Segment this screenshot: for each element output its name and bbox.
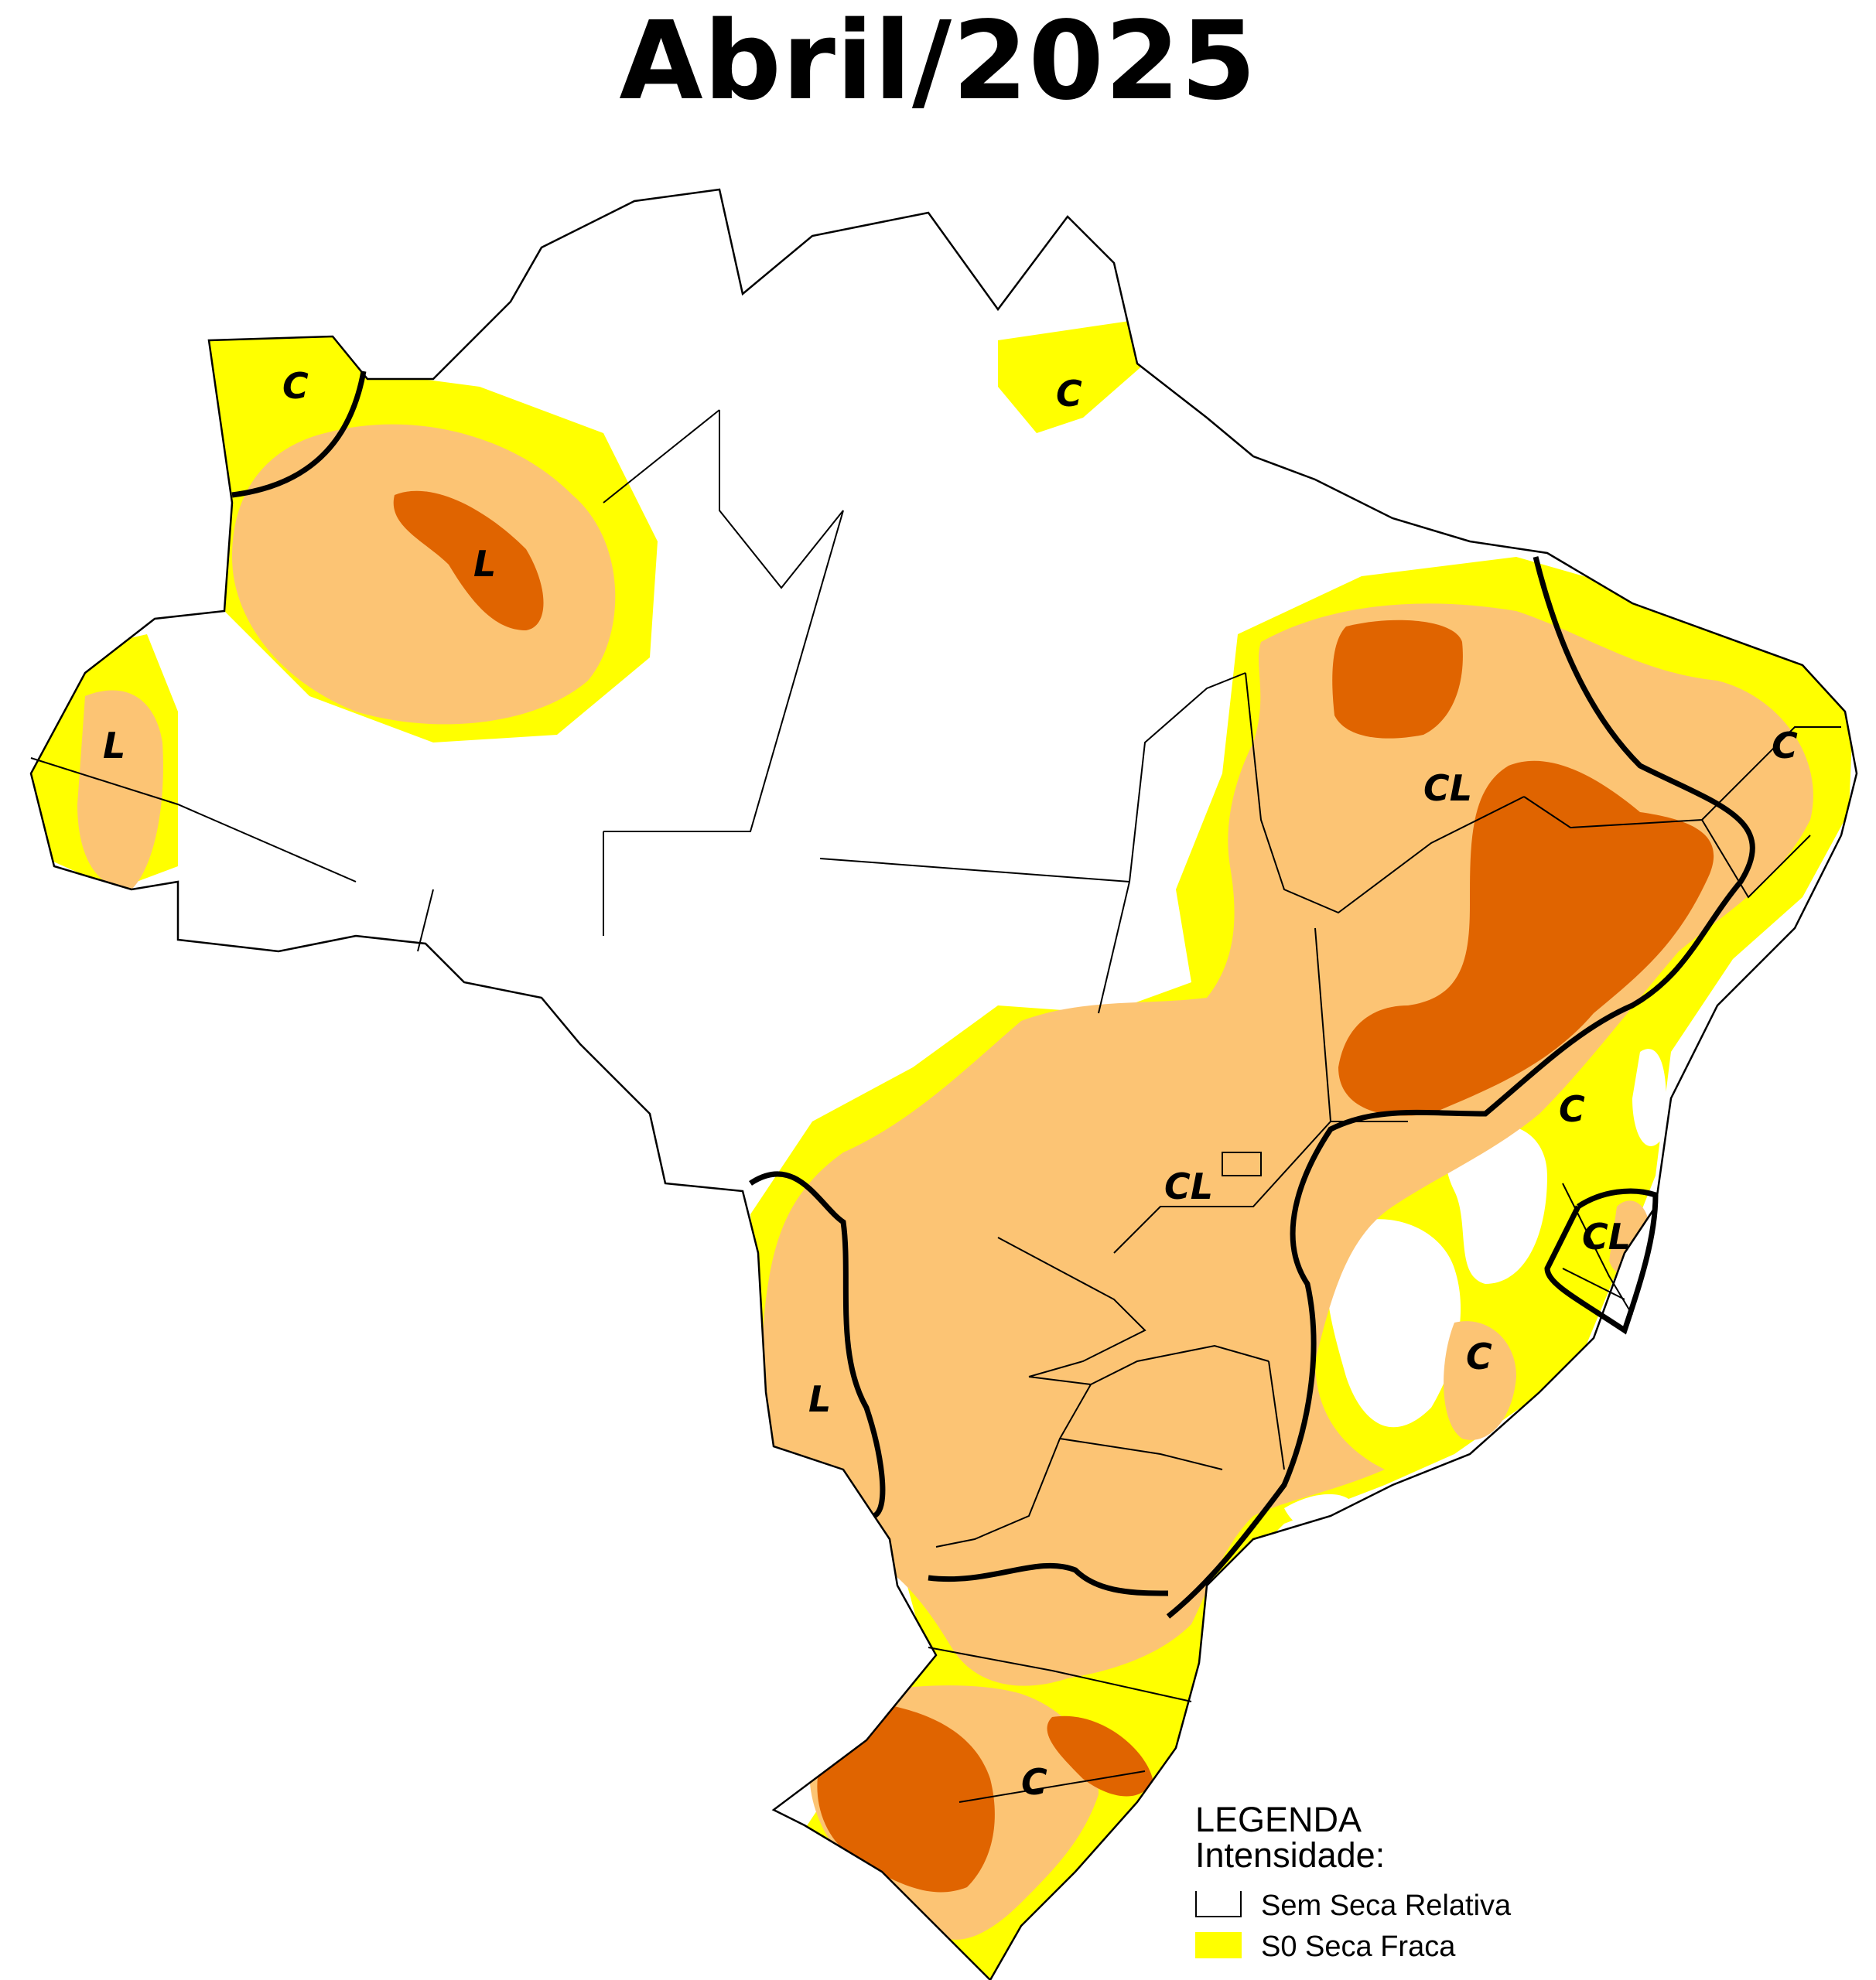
impact-label: CL: [1164, 1166, 1213, 1207]
legend-label: Sem Seca Relativa: [1261, 1890, 1512, 1922]
legend-heading: LEGENDA: [1195, 1800, 1362, 1839]
impact-label: L: [473, 543, 496, 585]
impact-labels: C C L L CL C CL CL C L C C: [103, 365, 1798, 1803]
legend-label: S0 Seca Fraca: [1261, 1930, 1456, 1963]
impact-label: C: [1772, 725, 1798, 766]
impact-label: CL: [1582, 1216, 1631, 1258]
country-border: [29, 188, 1858, 1980]
drought-s2-areas: [393, 490, 1714, 1893]
legend-subheading: Intensidade:: [1195, 1835, 1386, 1875]
impact-boundaries: [231, 370, 1755, 1619]
legend-swatch-none: [1195, 1891, 1242, 1917]
impact-label: C: [1056, 373, 1082, 415]
impact-label: C: [1466, 1336, 1492, 1377]
impact-label: CL: [1423, 767, 1472, 809]
legend-swatch-s0: [1195, 1932, 1242, 1958]
legend: LEGENDA Intensidade: Sem Seca Relativa S…: [1195, 1802, 1659, 1980]
state-borders: [30, 409, 1841, 1803]
impact-label: L: [103, 725, 125, 766]
impact-label: L: [808, 1378, 831, 1420]
impact-label: C: [282, 365, 309, 407]
impact-label: C: [1559, 1088, 1585, 1130]
map-title: Abril/2025: [619, 0, 1257, 125]
impact-label: C: [1021, 1761, 1047, 1803]
